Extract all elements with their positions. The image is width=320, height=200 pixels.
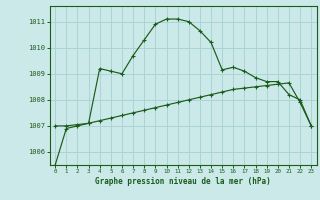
X-axis label: Graphe pression niveau de la mer (hPa): Graphe pression niveau de la mer (hPa) (95, 177, 271, 186)
